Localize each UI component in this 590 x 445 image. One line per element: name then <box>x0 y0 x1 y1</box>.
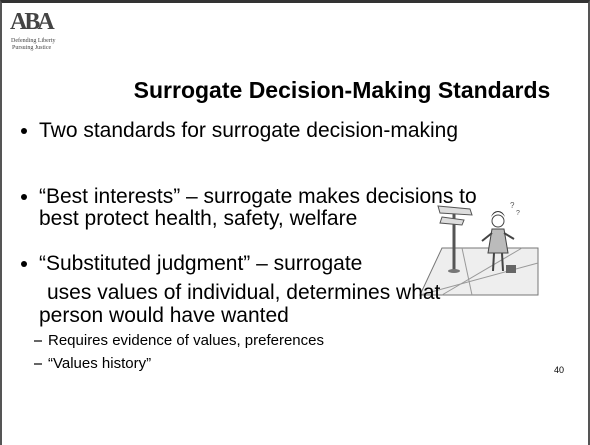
page-number: 40 <box>554 365 564 375</box>
sub-bullet-text: “Values history” <box>48 355 151 372</box>
bullet-text: Two standards for surrogate decision-mak… <box>39 119 458 143</box>
sub-bullet-text: Requires evidence of values, preferences <box>48 332 324 349</box>
slide: ? ? ABA Defending Liberty Pursuing Justi… <box>0 0 590 445</box>
svg-text:?: ? <box>516 210 520 217</box>
svg-text:?: ? <box>510 201 515 210</box>
bullet-dot <box>21 194 27 200</box>
bullet-dot <box>21 261 27 267</box>
slide-title: Surrogate Decision-Making Standards <box>2 77 590 104</box>
bullet-text: uses values of individual, determines wh… <box>47 281 440 305</box>
bullet-text: “Substituted judgment” – surrogate <box>39 252 362 276</box>
bullet-text: person would have wanted <box>39 304 289 328</box>
bullet-text: “Best interests” – surrogate makes decis… <box>39 185 477 209</box>
bullet-dot <box>21 128 27 134</box>
logo-mark: ABA <box>10 9 52 36</box>
logo-tagline: Defending Liberty <box>11 38 55 44</box>
bullet-text: best protect health, safety, welfare <box>39 207 357 231</box>
logo-tagline: Pursuing Justice <box>12 45 51 51</box>
